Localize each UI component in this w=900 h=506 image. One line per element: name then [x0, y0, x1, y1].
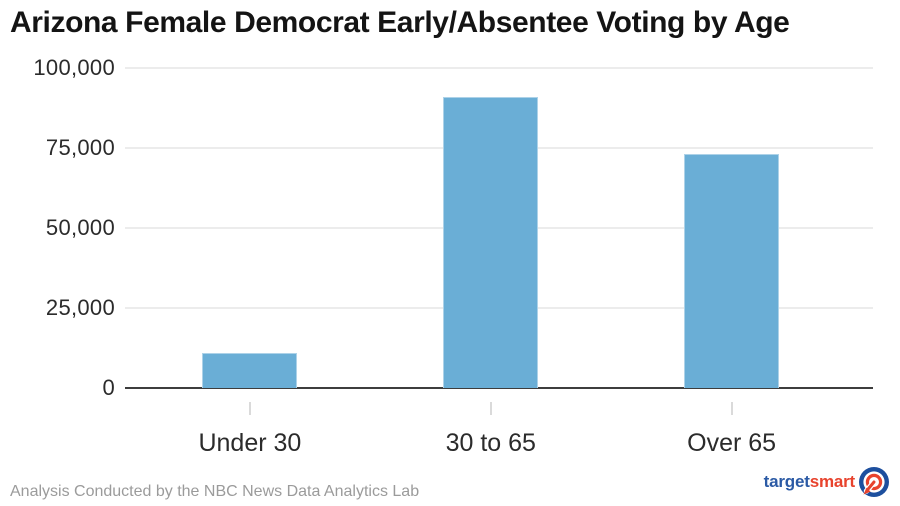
- chart-title: Arizona Female Democrat Early/Absentee V…: [10, 6, 790, 39]
- y-tick-label-25000: 25,000: [45, 295, 115, 320]
- bar-30-to-65: [443, 96, 539, 388]
- bar-under-30: [202, 352, 298, 388]
- x-tick-mark-under-30: [248, 402, 251, 415]
- footer-credit: Analysis Conducted by the NBC News Data …: [10, 483, 420, 500]
- y-tick-label-50000: 50,000: [45, 215, 115, 240]
- y-axis-labels: 100,000 75,000 50,000 25,000 0: [0, 55, 115, 400]
- x-tick-label-under-30: Under 30: [198, 429, 302, 457]
- chart-plot-area: [125, 67, 873, 389]
- y-tick-label-75000: 75,000: [45, 135, 115, 160]
- y-tick-label-100000: 100,000: [33, 55, 115, 80]
- gridline-100000: [125, 67, 873, 69]
- bar-over-65: [684, 154, 780, 388]
- logo-word-target: target: [763, 472, 810, 491]
- targetsmart-logo: targetsmart: [764, 466, 890, 498]
- x-axis-line: [125, 387, 873, 389]
- x-tick-label-over-65: Over 65: [687, 429, 777, 457]
- targetsmart-logo-text: targetsmart: [763, 472, 856, 492]
- x-tick-mark-30-to-65: [489, 402, 492, 415]
- bullseye-arrow-icon: [858, 466, 890, 498]
- x-tick-mark-over-65: [730, 402, 733, 415]
- logo-word-smart: smart: [809, 472, 856, 491]
- x-tick-label-30-to-65: 30 to 65: [445, 429, 536, 457]
- y-tick-label-0: 0: [102, 375, 115, 400]
